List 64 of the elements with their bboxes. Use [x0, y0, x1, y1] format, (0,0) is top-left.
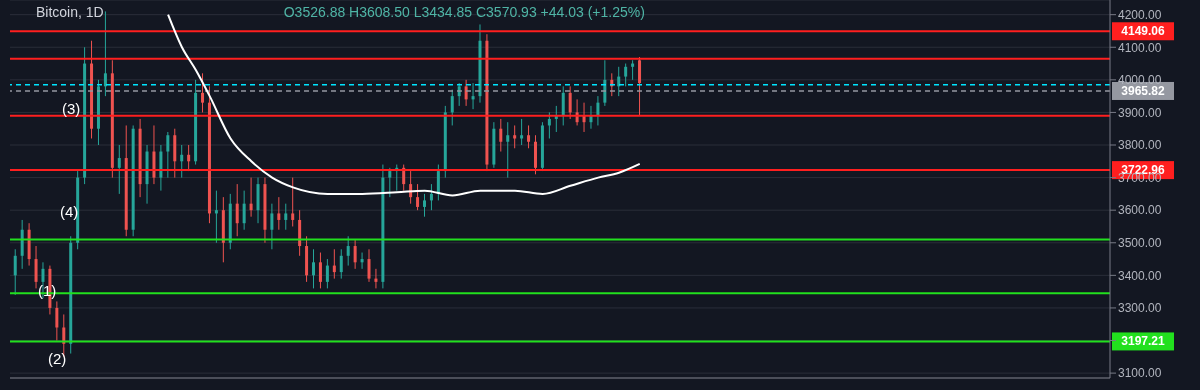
candlestick — [277, 196, 281, 231]
candlestick — [471, 82, 475, 110]
candlestick — [617, 66, 621, 97]
candlestick — [353, 239, 357, 270]
candlestick — [568, 85, 572, 120]
candlestick — [13, 248, 17, 296]
chart-title: Bitcoin, 1D — [36, 4, 104, 20]
candlestick — [429, 183, 433, 211]
y-tick-label: 3400.00 — [1118, 268, 1162, 283]
y-tick-label: 3600.00 — [1118, 203, 1162, 218]
candlestick — [332, 248, 336, 280]
y-tick-label: 3100.00 — [1118, 366, 1162, 381]
candlestick — [117, 144, 121, 195]
candlestick — [325, 258, 329, 289]
chart-subtitle: O3526.88 H3608.50 L3434.85 C3570.93 +44.03 (+1.25%) — [283, 4, 645, 20]
ref-line-label: 4149.06 — [1121, 24, 1166, 39]
y-tick-label: 3500.00 — [1118, 236, 1162, 251]
candlestick — [506, 121, 510, 179]
candlestick — [520, 118, 524, 146]
y-tick-label: 4100.00 — [1118, 40, 1162, 55]
candlestick — [367, 248, 371, 283]
candlestick — [166, 131, 170, 179]
candlestick — [596, 95, 600, 126]
candlestick — [513, 124, 517, 149]
candlestick — [214, 190, 218, 244]
candlestick — [34, 245, 38, 289]
candlestick — [388, 167, 392, 198]
candlestick — [436, 164, 440, 201]
candlestick — [423, 193, 426, 218]
candlestick — [187, 144, 191, 172]
candlestick — [339, 248, 343, 280]
candlestick — [291, 177, 295, 227]
candlestick — [416, 183, 420, 211]
candlestick — [624, 63, 628, 87]
candlestick — [464, 79, 468, 107]
candlestick — [55, 300, 59, 342]
candlestick — [284, 203, 288, 231]
candlestick — [638, 56, 642, 117]
candlestick — [360, 252, 364, 270]
candlestick — [450, 89, 454, 126]
ref-line-label: 3197.21 — [1121, 334, 1166, 349]
candlestick — [499, 118, 503, 153]
candlestick — [103, 10, 107, 97]
candlestick — [312, 248, 316, 289]
candlestick — [270, 203, 274, 250]
y-tick-label: 4200.00 — [1118, 7, 1162, 22]
candlestick — [374, 268, 378, 289]
candlestick — [201, 72, 205, 113]
annotation: (2) — [48, 350, 67, 367]
ref-line-label: 3965.82 — [1121, 83, 1166, 98]
candlestick — [242, 190, 246, 231]
y-tick-label: 3800.00 — [1118, 138, 1162, 153]
y-tick-label: 3300.00 — [1118, 301, 1162, 316]
candlestick — [249, 177, 253, 218]
candlestick — [346, 235, 350, 267]
y-tick-label: 3900.00 — [1118, 105, 1162, 120]
candlestick — [631, 59, 635, 81]
candlestick — [561, 85, 565, 126]
annotation: (3) — [62, 100, 81, 117]
candlestick — [547, 111, 551, 139]
candlestick — [235, 183, 239, 237]
candlestick — [527, 124, 531, 149]
candlestick — [318, 252, 322, 289]
candlestick — [180, 144, 184, 179]
